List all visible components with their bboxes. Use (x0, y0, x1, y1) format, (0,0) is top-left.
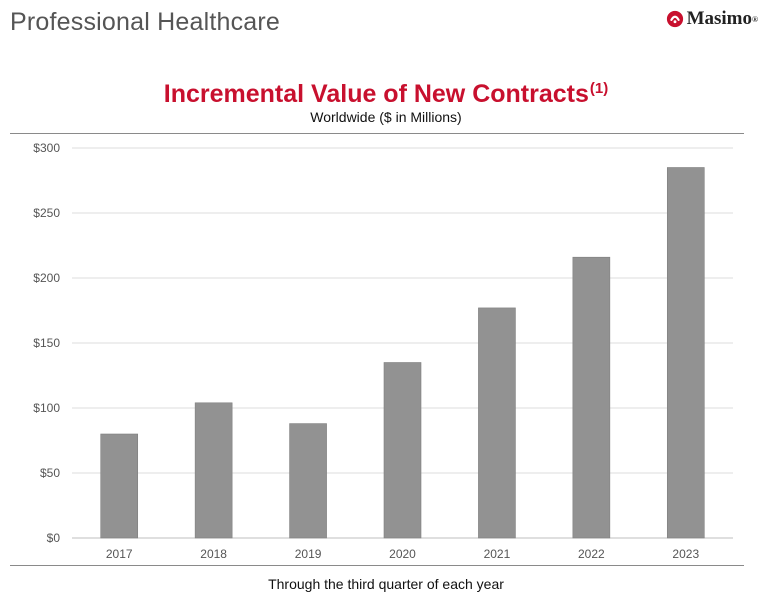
bottom-divider (10, 565, 744, 566)
x-tick-label: 2017 (106, 547, 133, 561)
bars (100, 167, 705, 539)
chart-title-text: Incremental Value of New Contracts (163, 80, 589, 108)
page-title: Professional Healthcare (10, 8, 281, 36)
bar-2021 (478, 307, 516, 539)
logo-trademark: ® (752, 14, 758, 24)
bar-2018 (194, 402, 233, 539)
masimo-logo: Masimo ® (666, 8, 758, 30)
gridlines (72, 147, 733, 539)
masimo-logo-icon (666, 10, 683, 28)
x-tick-label: 2019 (295, 547, 322, 561)
x-tick-label: 2023 (672, 547, 699, 561)
bar-chart: $0$50$100$150$200$250$300 2017 2018 2019 20… (33, 141, 733, 561)
x-tick-label: 2020 (389, 547, 416, 561)
bar-2023 (666, 167, 705, 539)
y-tick-label: $100 (33, 401, 60, 415)
y-tick-label: $300 (33, 141, 60, 155)
y-tick-label: $250 (33, 206, 60, 220)
bar-2020 (383, 362, 422, 539)
bar-2022 (572, 256, 611, 539)
bar-2019 (289, 423, 327, 539)
logo-text: Masimo (686, 8, 753, 29)
chart-subtitle: Worldwide ($ in Millions) (310, 109, 462, 125)
y-tick-label: $50 (40, 466, 60, 480)
top-divider (10, 133, 744, 134)
y-axis-labels: $0 $50 $100 $150 $200 $250 $300 (33, 141, 60, 545)
x-tick-label: 2018 (200, 547, 227, 561)
y-tick-label: $150 (33, 336, 60, 350)
chart-title-footnote-marker: (1) (589, 80, 609, 97)
x-tick-label: 2021 (484, 547, 511, 561)
x-axis-labels: 2017 2018 2019 2020 2021 2022 2023 (106, 547, 700, 561)
y-tick-label: $200 (33, 271, 60, 285)
chart-footnote: Through the third quarter of each year (268, 576, 504, 592)
bar-2017 (100, 433, 139, 539)
chart-title: Incremental Value of New Contracts(1) (0, 80, 772, 109)
y-tick-label: $0 (47, 531, 61, 545)
x-tick-label: 2022 (578, 547, 605, 561)
